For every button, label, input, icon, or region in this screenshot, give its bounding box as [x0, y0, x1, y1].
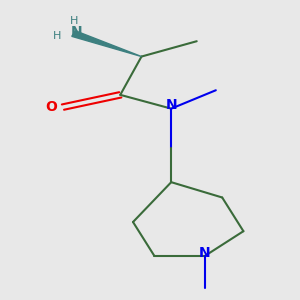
Text: H: H — [69, 16, 78, 26]
Text: N: N — [71, 25, 83, 39]
Text: N: N — [165, 98, 177, 112]
Text: O: O — [45, 100, 57, 114]
Text: H: H — [53, 31, 61, 41]
Text: N: N — [199, 246, 210, 260]
Polygon shape — [72, 31, 142, 56]
